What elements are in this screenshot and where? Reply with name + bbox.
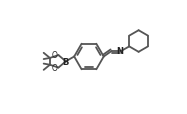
Text: B: B — [63, 57, 69, 66]
Text: N: N — [117, 47, 124, 56]
Text: O: O — [52, 64, 58, 73]
Text: O: O — [52, 51, 58, 60]
